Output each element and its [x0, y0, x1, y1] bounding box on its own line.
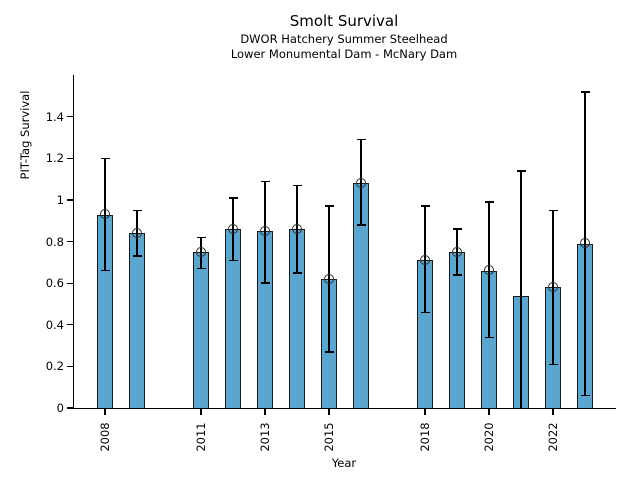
error-cap-top-2009: [132, 209, 142, 212]
error-cap-bottom-2014: [292, 272, 302, 274]
point-marker-2009: [131, 227, 142, 238]
error-cap-bottom-2020: [484, 336, 494, 339]
error-cap-bottom-2016: [356, 224, 366, 226]
y-tick-label: 1.2: [45, 151, 64, 166]
y-tick-label: 0.4: [45, 317, 64, 332]
y-tick: [67, 116, 73, 118]
x-tick-label: 2020: [482, 422, 496, 452]
error-cap-top-2019: [452, 228, 462, 230]
error-cap-bottom-2013: [260, 282, 270, 284]
y-tick-label: 1: [56, 193, 64, 207]
y-tick: [67, 241, 73, 243]
error-cap-bottom-2018: [420, 311, 430, 314]
error-cap-top-2020: [484, 201, 494, 203]
chart-subtitle-reach: Lower Monumental Dam - McNary Dam: [230, 47, 458, 61]
error-cap-bottom-2011: [196, 267, 206, 270]
point-marker-2012: [227, 223, 238, 234]
x-tick-label: 2015: [322, 422, 336, 452]
error-whisker-2021: [520, 170, 522, 408]
x-tick: [488, 409, 490, 415]
error-cap-top-2008: [100, 157, 110, 160]
error-cap-top-2015: [324, 205, 334, 207]
error-cap-top-2012: [228, 197, 238, 199]
x-tick-label: 2011: [194, 422, 208, 452]
bar-2011: [193, 252, 209, 408]
error-cap-bottom-2019: [452, 274, 462, 276]
point-marker-2018: [419, 255, 430, 266]
chart-subtitle-hatchery: DWOR Hatchery Summer Steelhead: [240, 32, 448, 46]
error-cap-top-2022: [548, 209, 558, 212]
point-marker-2023: [579, 238, 590, 249]
bar-2009: [129, 233, 145, 408]
x-tick-label: 2022: [546, 422, 560, 452]
point-marker-2015: [323, 273, 334, 284]
point-marker-2020: [483, 265, 494, 276]
point-marker-2022: [547, 282, 558, 293]
y-tick-label: 0: [56, 401, 64, 415]
error-cap-top-2018: [420, 205, 430, 207]
error-cap-bottom-2012: [228, 259, 238, 262]
x-tick-label: 2008: [98, 422, 112, 452]
error-cap-top-2013: [260, 180, 270, 183]
error-cap-top-2023: [580, 91, 590, 93]
error-cap-top-2016: [356, 138, 366, 141]
y-tick-label: 1.4: [45, 109, 64, 124]
error-cap-top-2014: [292, 184, 302, 187]
y-tick-label: 0.6: [45, 276, 64, 291]
error-cap-bottom-2023: [580, 394, 590, 397]
error-cap-top-2021: [516, 170, 526, 172]
x-tick: [552, 409, 554, 415]
point-marker-2011: [195, 246, 206, 257]
x-tick-label: 2013: [258, 422, 272, 452]
y-tick: [67, 282, 73, 284]
point-marker-2014: [291, 223, 302, 234]
error-cap-top-2011: [196, 236, 206, 239]
error-cap-bottom-2015: [324, 351, 334, 353]
point-marker-2008: [99, 209, 110, 220]
y-tick: [67, 324, 73, 326]
error-cap-bottom-2022: [548, 363, 558, 366]
x-tick: [200, 409, 202, 415]
point-marker-2016: [355, 178, 366, 189]
x-tick-label: 2018: [418, 422, 432, 452]
error-cap-bottom-2008: [100, 269, 110, 272]
error-cap-bottom-2009: [132, 255, 142, 257]
x-tick: [264, 409, 266, 415]
y-tick-label: 0.2: [45, 359, 64, 374]
y-tick: [67, 157, 73, 159]
y-tick: [67, 365, 73, 367]
x-axis-label: Year: [331, 456, 357, 470]
y-tick-label: 0.8: [45, 234, 64, 249]
x-tick: [424, 409, 426, 415]
plot-area: PIT-Tag Survival 0 0.2 0.4 0.6 0.8 1 1.2 1.4 200…: [18, 75, 616, 452]
point-marker-2013: [259, 225, 270, 236]
x-tick: [104, 409, 106, 415]
x-tick: [328, 409, 330, 415]
y-tick: [67, 199, 73, 201]
chart-title: Smolt Survival: [289, 12, 399, 30]
point-marker-2019: [451, 246, 462, 257]
y-tick: [67, 407, 73, 409]
